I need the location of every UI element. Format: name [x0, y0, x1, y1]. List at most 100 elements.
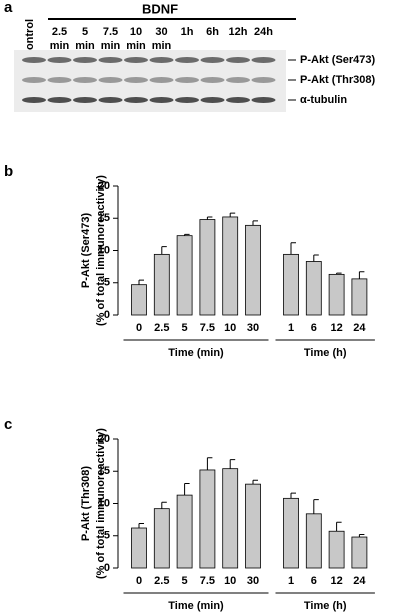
- lane-label: min: [126, 40, 146, 52]
- blot-band: [73, 97, 97, 103]
- panel-label: b: [4, 163, 13, 180]
- error-bar: [313, 499, 319, 514]
- error-bar: [252, 479, 258, 485]
- lane-label: 10: [130, 26, 142, 38]
- error-bar: [336, 521, 342, 532]
- x-tick-label: 30: [247, 575, 259, 587]
- blot-band: [47, 57, 72, 63]
- error-bar: [358, 271, 365, 279]
- blot-band: [22, 77, 46, 83]
- bar: [328, 273, 345, 316]
- y-tick-label: 10: [98, 497, 110, 509]
- error-bar: [336, 272, 342, 275]
- blot-band: [226, 57, 250, 63]
- lane-label: min: [75, 40, 95, 52]
- band-label: α-tubulin: [300, 94, 347, 106]
- lane-label: min: [50, 40, 70, 52]
- bar: [222, 216, 239, 316]
- blot-band: [124, 57, 148, 63]
- error-bar: [206, 457, 213, 470]
- error-bar: [161, 501, 167, 509]
- error-bar: [206, 216, 213, 220]
- error-bar: [290, 242, 296, 255]
- control-label: Control: [24, 19, 36, 58]
- blot-band: [251, 57, 276, 63]
- blot-band: [73, 57, 97, 63]
- blot-band: [22, 57, 46, 63]
- bar: [131, 284, 147, 316]
- y-axis-label: (% of total immunoreactivity): [95, 175, 107, 326]
- blot-band: [251, 97, 276, 103]
- error-bar: [161, 246, 167, 255]
- bar: [245, 483, 261, 569]
- bar: [176, 235, 193, 316]
- error-bar: [252, 220, 258, 226]
- lane-label: min: [152, 40, 172, 52]
- lane-label: 6h: [206, 26, 219, 38]
- error-bar: [138, 279, 144, 285]
- blot-band: [251, 77, 276, 83]
- blot-band: [149, 77, 174, 83]
- bar: [283, 253, 299, 316]
- y-tick-label: 5: [104, 277, 110, 289]
- error-bar: [358, 533, 365, 538]
- x-tick-label: 7.5: [200, 575, 215, 587]
- panel-label: c: [4, 416, 12, 433]
- blot-band: [149, 57, 174, 63]
- lane-label: min: [101, 40, 121, 52]
- error-bar: [138, 522, 144, 529]
- blot-band: [175, 77, 199, 83]
- blot-band: [226, 97, 250, 103]
- blot-band: [200, 57, 225, 63]
- x-tick-label: 7.5: [200, 322, 215, 334]
- bar: [199, 219, 216, 316]
- x-tick-label: 2.5: [154, 322, 169, 334]
- lane-label: 1h: [181, 26, 194, 38]
- bar: [176, 494, 193, 569]
- blot-band: [98, 57, 123, 63]
- bar: [283, 497, 299, 569]
- blot-band: [175, 97, 199, 103]
- x-tick-label: 5: [182, 575, 188, 587]
- blot-band: [226, 77, 250, 83]
- blot-band: [200, 77, 225, 83]
- panel-label: a: [4, 0, 13, 16]
- x-tick-label: 10: [224, 322, 236, 334]
- error-bar: [229, 212, 236, 217]
- x-tick-label: 12: [330, 322, 342, 334]
- bar: [131, 527, 147, 569]
- group-label: Time (min): [168, 347, 224, 359]
- bar: [245, 224, 261, 316]
- x-tick-label: 12: [330, 575, 342, 587]
- lane-label: 30: [155, 26, 167, 38]
- x-tick-label: 6: [311, 575, 317, 587]
- bar: [153, 253, 170, 316]
- y-tick-label: 15: [98, 465, 110, 477]
- y-tick-label: 0: [104, 562, 110, 574]
- x-tick-label: 24: [353, 322, 366, 334]
- error-bar: [184, 483, 190, 496]
- y-axis-label: P-Akt (Ser473): [80, 213, 92, 289]
- blot-band: [124, 97, 148, 103]
- blot-band: [47, 77, 72, 83]
- y-axis-label: (% of total immunoreactivity): [95, 428, 107, 579]
- bar: [222, 468, 239, 569]
- y-tick-label: 20: [98, 433, 110, 445]
- error-bar: [313, 254, 319, 262]
- group-label: Time (h): [304, 347, 347, 359]
- blot-band: [124, 77, 148, 83]
- lane-label: 5: [82, 26, 88, 38]
- blot-band: [47, 97, 72, 103]
- bar: [351, 278, 368, 316]
- bar: [328, 530, 345, 569]
- blot-band: [200, 97, 225, 103]
- group-label: Time (min): [168, 600, 224, 612]
- x-tick-label: 10: [224, 575, 236, 587]
- band-label: P-Akt (Ser473): [300, 54, 376, 66]
- blot-band: [22, 97, 46, 103]
- blot-band: [175, 57, 199, 63]
- bar: [199, 469, 216, 569]
- y-axis-label: P-Akt (Thr308): [80, 466, 92, 542]
- lane-label: 2.5: [52, 26, 67, 38]
- bar: [305, 513, 322, 569]
